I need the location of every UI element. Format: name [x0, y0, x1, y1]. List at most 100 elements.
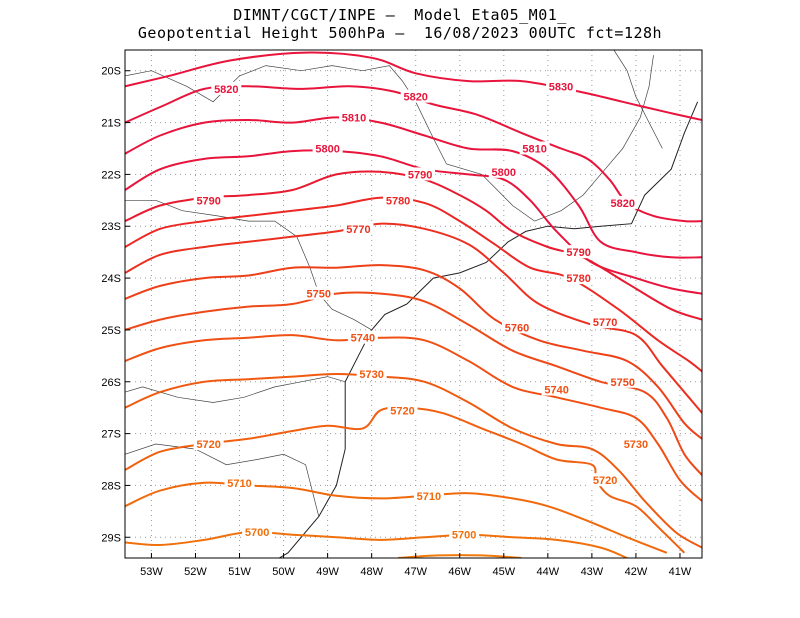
contour-label-bg [502, 320, 533, 334]
contour-line-5830 [125, 51, 702, 121]
contour-label-5820: 5820 [403, 92, 427, 104]
lon-tick-label: 43W [581, 566, 604, 578]
state-border [125, 443, 320, 517]
contour-line-5740 [125, 334, 702, 502]
state-border [125, 65, 535, 222]
contour-line-5780 [125, 196, 702, 373]
state-border [125, 376, 346, 403]
contour-label-bg [224, 475, 255, 489]
contour-label-5830: 5830 [549, 81, 573, 93]
contour-label-bg [347, 330, 378, 344]
contour-label-bg [488, 164, 519, 178]
coastline-south [278, 303, 408, 558]
contour-line-5770 [125, 222, 702, 414]
lon-tick-label: 46W [448, 566, 471, 578]
contour-label-5740: 5740 [544, 385, 568, 397]
lon-tick-label: 50W [272, 566, 295, 578]
contour-label-5720: 5720 [593, 475, 617, 487]
contour-label-5790: 5790 [566, 247, 590, 259]
contour-label-bg [400, 89, 431, 103]
contour-labels: 5830 5820 5820 5820 5810 5810 5800 5800 5790 5790… [193, 79, 651, 542]
contour-label-bg [590, 315, 621, 329]
lat-tick-label: 28S [101, 480, 121, 492]
axis-ticks: 20S 21S 22S 23S 24S 25S 26S 27S 28S 29S 53W 52W 51W 5… [101, 66, 691, 578]
contour-line-5750 [125, 291, 702, 476]
coastline-southeast [406, 101, 699, 305]
contour-line-5710 [125, 481, 668, 554]
contour-label-bg [563, 245, 594, 259]
contour-label-bg [303, 286, 334, 300]
contour-label-5790: 5790 [196, 195, 220, 207]
contour-line-5700 [125, 530, 628, 558]
contour-line-5790 [125, 170, 702, 321]
lon-tick-label: 47W [404, 566, 427, 578]
contour-label-5790: 5790 [408, 169, 432, 181]
contour-label-5770: 5770 [346, 224, 370, 236]
contour-label-bg [343, 221, 374, 235]
lat-tick-label: 21S [101, 118, 121, 130]
state-border [125, 199, 372, 331]
lon-tick-label: 53W [140, 566, 163, 578]
contour-label-bg [383, 193, 414, 207]
contour-label-bg [413, 488, 444, 502]
contour-label-5780: 5780 [566, 273, 590, 285]
chart-title-line1: DIMNT/CGCT/INPE – Model Eta05_M01_ [233, 6, 567, 24]
contour-label-bg [546, 79, 577, 93]
contour-label-5730: 5730 [359, 369, 383, 381]
contour-label-bg [211, 81, 242, 95]
contour-line-5810 [125, 116, 702, 259]
lon-tick-label: 51W [228, 566, 251, 578]
contour-label-5800: 5800 [492, 167, 516, 179]
plot-frame [124, 49, 703, 559]
contour-label-5810: 5810 [342, 112, 366, 124]
lat-tick-label: 27S [101, 429, 121, 441]
lon-tick-label: 45W [492, 566, 515, 578]
contour-label-5720: 5720 [390, 405, 414, 417]
contour-label-5740: 5740 [351, 333, 375, 345]
contour-label-5760: 5760 [505, 322, 529, 334]
contour-label-bg [449, 527, 480, 541]
contour-label-bg [242, 525, 273, 539]
contour-label-5820: 5820 [610, 198, 634, 210]
contour-label-bg [339, 110, 370, 124]
contour-label-bg [519, 141, 550, 155]
contour-label-5750: 5750 [307, 289, 331, 301]
contour-label-bg [620, 436, 651, 450]
contour-label-bg [356, 366, 387, 380]
contour-label-5770: 5770 [593, 317, 617, 329]
contour-label-5750: 5750 [610, 377, 634, 389]
chart-title-line2: Geopotential Height 500hPa – 16/08/2023 … [137, 24, 663, 42]
contour-label-5720: 5720 [196, 439, 220, 451]
contour-label-bg [607, 374, 638, 388]
lon-tick-label: 52W [184, 566, 207, 578]
contour-label-bg [193, 436, 224, 450]
contour-line-5720 [125, 406, 686, 554]
contour-label-5810: 5810 [522, 143, 546, 155]
contour-label-bg [563, 271, 594, 285]
lon-tick-label: 44W [537, 566, 560, 578]
contour-line-5800 [125, 149, 702, 295]
lon-tick-label: 49W [316, 566, 339, 578]
contour-line-5730 [125, 373, 702, 549]
contour-label-5730: 5730 [624, 439, 648, 451]
lat-tick-label: 29S [101, 532, 121, 544]
contour-label-bg [541, 382, 572, 396]
contour-label-bg [607, 195, 638, 209]
lon-tick-label: 48W [360, 566, 383, 578]
contour-label-bg [193, 193, 224, 207]
contour-label-bg [405, 167, 436, 181]
lat-tick-label: 25S [101, 325, 121, 337]
contour-label-bg [387, 403, 418, 417]
contour-label-5700: 5700 [245, 527, 269, 539]
lat-tick-label: 24S [101, 273, 121, 285]
lat-tick-label: 22S [101, 169, 121, 181]
contour-label-bg [590, 473, 621, 487]
contour-label-5710: 5710 [417, 491, 441, 503]
contour-label-5710: 5710 [227, 478, 251, 490]
lat-tick-label: 26S [101, 377, 121, 389]
contour-label-5820: 5820 [214, 84, 238, 96]
coastline-and-borders [125, 50, 699, 558]
state-border [534, 55, 654, 222]
contour-label-5780: 5780 [386, 195, 410, 207]
